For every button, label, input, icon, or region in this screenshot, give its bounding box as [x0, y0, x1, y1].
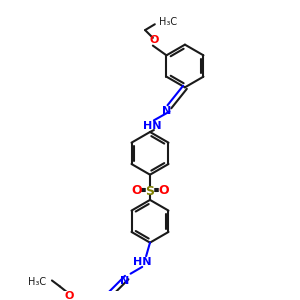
Text: O: O: [149, 35, 158, 45]
Text: N: N: [162, 106, 171, 116]
Text: N: N: [120, 276, 129, 286]
Text: H₃C: H₃C: [159, 17, 177, 27]
Text: S: S: [146, 185, 154, 198]
Text: O: O: [65, 291, 74, 300]
Text: H₃C: H₃C: [28, 278, 46, 287]
Text: HN: HN: [133, 257, 152, 267]
Text: HN: HN: [143, 121, 161, 131]
Text: O: O: [158, 184, 169, 197]
Text: O: O: [131, 184, 142, 197]
